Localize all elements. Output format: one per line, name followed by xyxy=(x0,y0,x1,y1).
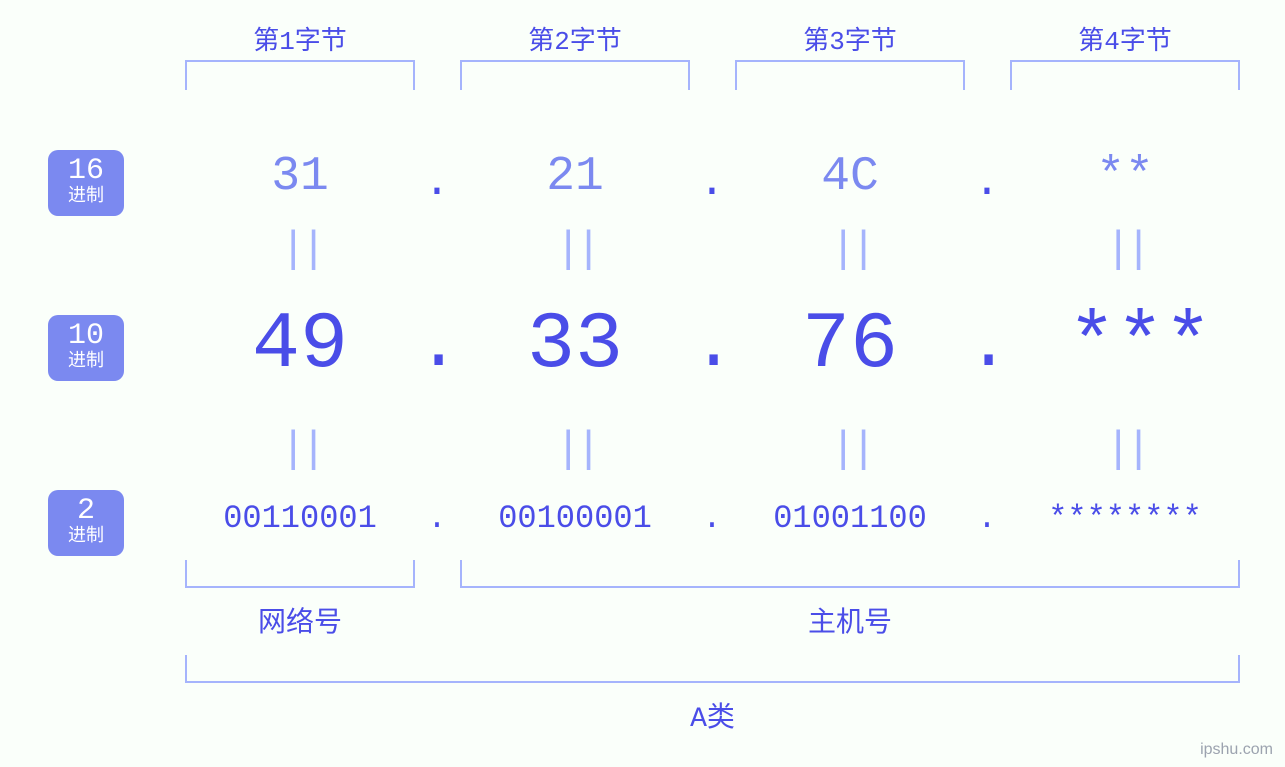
badge-hex-sub: 进制 xyxy=(48,188,124,208)
badge-dec-num: 10 xyxy=(48,321,124,351)
top-bracket-2 xyxy=(460,60,690,90)
label-class: A类 xyxy=(185,695,1240,735)
bin-val-3: 01001100 xyxy=(720,500,980,537)
label-network: 网络号 xyxy=(185,600,415,640)
byte-header-1: 第1字节 xyxy=(240,20,360,57)
top-bracket-1 xyxy=(185,60,415,90)
dec-val-3: 76 xyxy=(735,300,965,391)
eq1-4: || xyxy=(1105,225,1145,275)
bin-val-4: ******** xyxy=(995,500,1255,537)
top-bracket-4 xyxy=(1010,60,1240,90)
byte-header-2: 第2字节 xyxy=(515,20,635,57)
bin-val-1: 00110001 xyxy=(170,500,430,537)
byte-header-4: 第4字节 xyxy=(1065,20,1185,57)
watermark: ipshu.com xyxy=(1200,741,1273,759)
badge-bin-sub: 进制 xyxy=(48,528,124,548)
eq2-1: || xyxy=(280,425,320,475)
badge-dec-sub: 进制 xyxy=(48,353,124,373)
badge-dec: 10 进制 xyxy=(48,315,124,381)
hex-dot-2: . xyxy=(692,158,732,208)
label-host: 主机号 xyxy=(460,600,1240,640)
badge-hex: 16 进制 xyxy=(48,150,124,216)
dec-val-1: 49 xyxy=(185,300,415,391)
hex-val-2: 21 xyxy=(475,150,675,204)
hex-dot-1: . xyxy=(417,158,457,208)
bracket-network xyxy=(185,560,415,588)
eq1-1: || xyxy=(280,225,320,275)
dec-val-4: *** xyxy=(1010,300,1270,391)
top-bracket-3 xyxy=(735,60,965,90)
dec-dot-3: . xyxy=(967,305,1007,387)
eq2-2: || xyxy=(555,425,595,475)
badge-bin: 2 进制 xyxy=(48,490,124,556)
eq1-2: || xyxy=(555,225,595,275)
byte-header-3: 第3字节 xyxy=(790,20,910,57)
dec-val-2: 33 xyxy=(460,300,690,391)
bin-val-2: 00100001 xyxy=(445,500,705,537)
hex-val-1: 31 xyxy=(200,150,400,204)
dec-dot-1: . xyxy=(417,305,457,387)
eq2-4: || xyxy=(1105,425,1145,475)
bracket-host xyxy=(460,560,1240,588)
badge-hex-num: 16 xyxy=(48,156,124,186)
dec-dot-2: . xyxy=(692,305,732,387)
hex-val-4: ** xyxy=(1025,150,1225,204)
ip-diagram: 第1字节 第2字节 第3字节 第4字节 16 进制 31 . 21 . 4C .… xyxy=(0,0,1285,767)
eq2-3: || xyxy=(830,425,870,475)
bracket-class xyxy=(185,655,1240,683)
eq1-3: || xyxy=(830,225,870,275)
badge-bin-num: 2 xyxy=(48,496,124,526)
hex-dot-3: . xyxy=(967,158,1007,208)
hex-val-3: 4C xyxy=(750,150,950,204)
